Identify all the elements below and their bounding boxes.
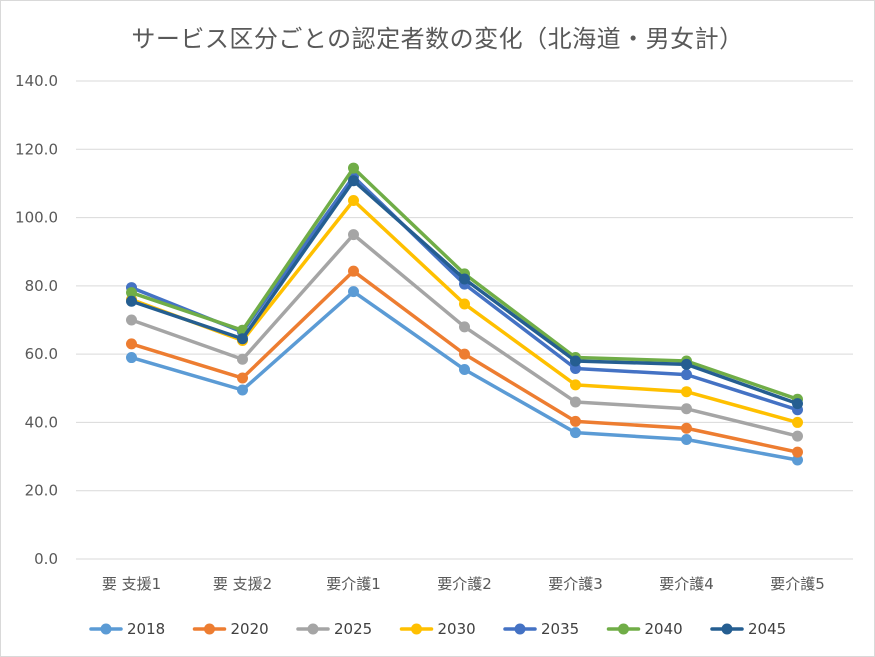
y-tick-label: 60.0 <box>25 345 58 363</box>
data-point-2020 <box>681 422 692 434</box>
data-point-2030 <box>459 298 470 310</box>
x-tick-label: 要 支援2 <box>213 575 272 593</box>
y-tick-label: 140.0 <box>15 72 58 90</box>
data-point-2018 <box>237 384 248 396</box>
x-tick-label: 要介護3 <box>548 575 603 593</box>
data-point-2018 <box>570 427 581 439</box>
data-point-2025 <box>570 396 581 408</box>
y-tick-label: 100.0 <box>15 209 58 227</box>
legend-swatch-marker <box>204 623 215 635</box>
legend-label: 2018 <box>127 620 165 638</box>
y-tick-label: 40.0 <box>25 413 58 431</box>
data-point-2030 <box>681 386 692 398</box>
legend-label: 2035 <box>541 620 579 638</box>
series-line-2020 <box>129 269 800 454</box>
data-point-2025 <box>126 314 137 326</box>
y-tick-label: 0.0 <box>34 550 58 568</box>
legend-swatch-marker <box>307 623 319 635</box>
data-point-2045 <box>792 398 803 410</box>
legend-label: 2045 <box>748 620 786 638</box>
data-point-2018 <box>681 434 692 445</box>
data-point-2025 <box>348 229 359 241</box>
legend-label: 2025 <box>334 620 372 638</box>
legend-swatch-marker <box>514 623 526 635</box>
data-point-2030 <box>792 416 803 428</box>
x-tick-label: 要介護1 <box>326 575 381 593</box>
data-point-2020 <box>459 348 470 360</box>
data-point-2025 <box>681 403 692 415</box>
legend-label: 2040 <box>645 620 683 638</box>
data-point-2030 <box>348 195 359 206</box>
data-point-2020 <box>570 415 581 427</box>
data-point-2040 <box>348 162 359 174</box>
data-point-2018 <box>348 286 359 298</box>
legend-label: 2020 <box>231 620 269 638</box>
data-point-2045 <box>459 273 470 285</box>
data-point-2045 <box>348 175 359 187</box>
legend-label: 2030 <box>438 620 476 638</box>
data-point-2045 <box>237 333 248 345</box>
data-point-2025 <box>459 321 470 333</box>
y-tick-label: 120.0 <box>15 140 58 158</box>
legend-swatch-marker <box>618 623 629 635</box>
y-tick-label: 20.0 <box>25 482 58 500</box>
series-line-2030 <box>129 198 800 425</box>
data-point-2020 <box>348 265 359 277</box>
x-tick-label: 要介護2 <box>437 575 492 593</box>
legend-swatch-marker <box>721 623 733 635</box>
data-point-2025 <box>237 353 248 365</box>
data-point-2018 <box>126 352 137 364</box>
data-point-2030 <box>570 379 581 391</box>
data-point-2018 <box>459 364 470 376</box>
legend-swatch-marker <box>411 623 422 635</box>
data-point-2025 <box>792 430 803 442</box>
data-point-2045 <box>681 358 692 370</box>
x-tick-label: 要 支援1 <box>102 575 161 593</box>
data-point-2020 <box>237 372 248 384</box>
chart-title: サービス区分ごとの認定者数の変化（北海道・男女計） <box>131 25 744 53</box>
data-point-2045 <box>570 355 581 367</box>
data-point-2020 <box>792 446 803 458</box>
data-point-2020 <box>126 338 137 350</box>
y-tick-label: 80.0 <box>25 277 58 295</box>
legend-swatch-marker <box>100 623 112 635</box>
data-point-2035 <box>681 369 692 381</box>
x-tick-label: 要介護4 <box>659 575 714 593</box>
x-tick-label: 要介護5 <box>770 575 825 593</box>
data-point-2018 <box>792 454 803 466</box>
data-point-2045 <box>126 295 137 307</box>
data-point-2040 <box>126 287 137 299</box>
